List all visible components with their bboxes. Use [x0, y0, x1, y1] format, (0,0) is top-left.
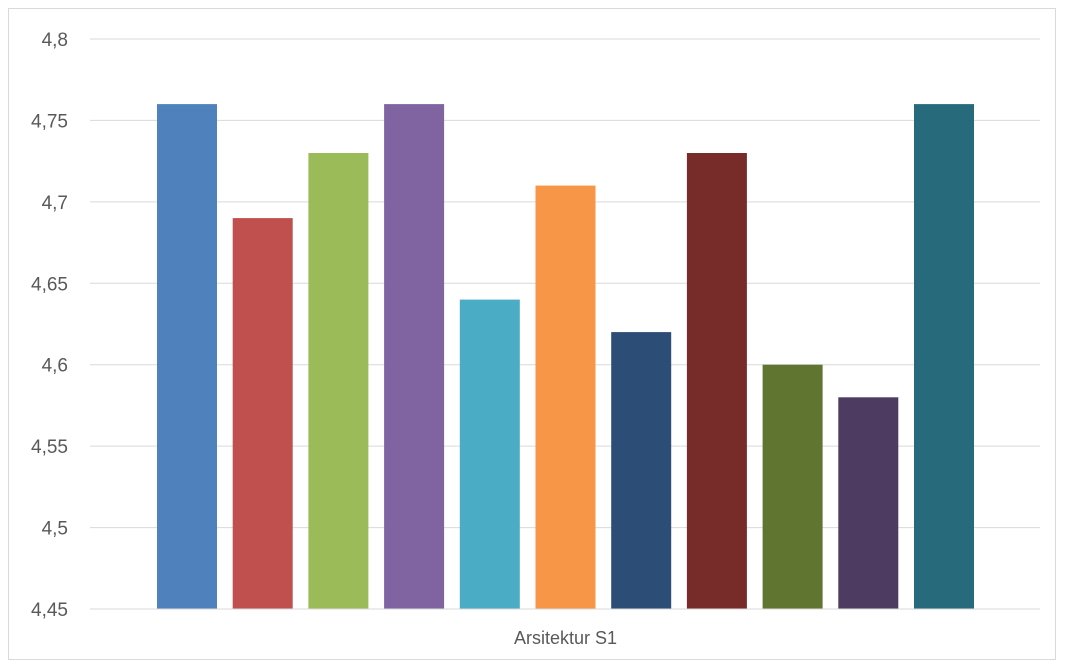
bar: [308, 153, 369, 609]
x-category-label: Arsitektur S1: [514, 628, 617, 648]
bar: [157, 104, 217, 609]
bar: [535, 185, 596, 609]
bar: [838, 397, 899, 609]
bar: [914, 104, 974, 609]
bar: [232, 218, 293, 609]
y-tick-label: 4,7: [42, 193, 68, 214]
y-tick-label: 4,8: [42, 30, 68, 51]
y-tick-label: 4,6: [42, 356, 68, 377]
bar: [611, 332, 672, 609]
y-tick-label: 4,65: [31, 274, 68, 295]
y-tick-label: 4,5: [42, 519, 68, 540]
bar: [762, 364, 823, 609]
y-tick-label: 4,55: [31, 437, 68, 458]
bar: [459, 299, 520, 609]
bars: [157, 104, 974, 609]
bar: [686, 153, 747, 609]
bar: [384, 104, 445, 609]
y-axis-tick-labels: 4,45 4,5 4,55 4,6 4,65 4,7 4,75 4,8: [31, 30, 68, 621]
y-tick-label: 4,45: [31, 600, 68, 621]
y-tick-label: 4,75: [31, 111, 68, 132]
category-labels: Arsitektur S1: [514, 628, 617, 648]
